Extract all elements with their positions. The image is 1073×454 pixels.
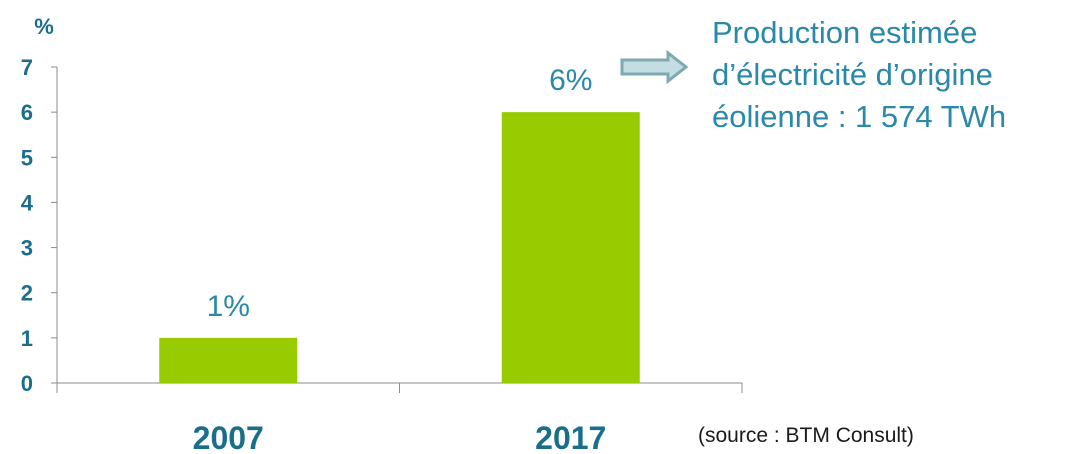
arrow-right-icon — [620, 49, 689, 85]
data-label-2017: 6% — [549, 64, 592, 97]
production-annotation: Production estimée d’électricité d’origi… — [712, 12, 1006, 138]
y-tick-label: 0 — [21, 371, 33, 396]
annotation-line-3: éolienne : 1 574 TWh — [712, 99, 1007, 134]
y-tick-label: 5 — [21, 145, 33, 170]
category-label-2017: 2017 — [535, 420, 606, 454]
bar-2017 — [501, 112, 640, 384]
y-axis-label: % — [34, 14, 54, 39]
y-tick-label: 2 — [21, 281, 33, 306]
annotation-line-1: Production estimée — [712, 15, 978, 50]
y-tick-label: 3 — [21, 236, 33, 261]
y-tick-label: 7 — [21, 55, 33, 80]
y-tick-label: 1 — [21, 326, 33, 351]
data-label-2007: 1% — [207, 290, 250, 323]
category-label-2007: 2007 — [193, 420, 264, 454]
y-tick-label: 4 — [21, 190, 34, 215]
bar-2007 — [159, 337, 298, 383]
annotation-line-2: d’électricité d’origine — [712, 57, 993, 92]
source-note: (source : BTM Consult) — [698, 424, 914, 447]
y-tick-label: 6 — [21, 100, 33, 125]
